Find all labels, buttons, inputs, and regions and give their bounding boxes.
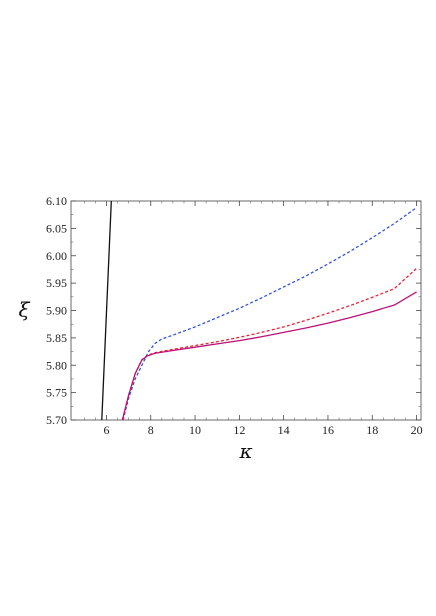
- x-tick-label: 12: [233, 423, 245, 437]
- y-tick-label: 5.75: [46, 386, 67, 400]
- x-axis-ticks: 6 8 10 12 14 16 18 20: [83, 201, 423, 437]
- plot-area: 6 8 10 12 14 16 18 20 5.70 5.75 5.80 5.85 5.90 5.95 6…: [46, 194, 423, 437]
- series-magenta-solid: [121, 291, 417, 420]
- x-axis-label: κ: [238, 439, 252, 463]
- x-tick-label: 14: [278, 423, 290, 437]
- x-tick-label: 10: [189, 423, 201, 437]
- y-tick-label: 6.10: [46, 194, 67, 208]
- series-blue-dashed: [122, 207, 417, 420]
- y-tick-label: 5.90: [46, 304, 67, 318]
- y-tick-label: 5.95: [46, 276, 67, 290]
- plot-frame: [70, 200, 422, 421]
- y-tick-label: 6.05: [46, 221, 67, 235]
- y-axis-label: ξ: [18, 298, 30, 322]
- x-tick-label: 16: [322, 423, 334, 437]
- y-tick-label: 5.70: [46, 413, 67, 427]
- y-tick-label: 5.85: [46, 331, 67, 345]
- x-tick-label: 18: [366, 423, 378, 437]
- series-red-dashed: [121, 267, 418, 420]
- x-tick-label: 8: [148, 423, 154, 437]
- y-tick-label: 5.80: [46, 358, 67, 372]
- x-tick-label: 20: [411, 423, 423, 437]
- series-group: [101, 201, 418, 420]
- y-axis-ticks: 5.70 5.75 5.80 5.85 5.90 5.95 6.00 6.05 6.10: [46, 194, 421, 427]
- x-tick-label: 6: [103, 423, 109, 437]
- y-tick-label: 6.00: [46, 249, 67, 263]
- series-black-line: [101, 201, 112, 420]
